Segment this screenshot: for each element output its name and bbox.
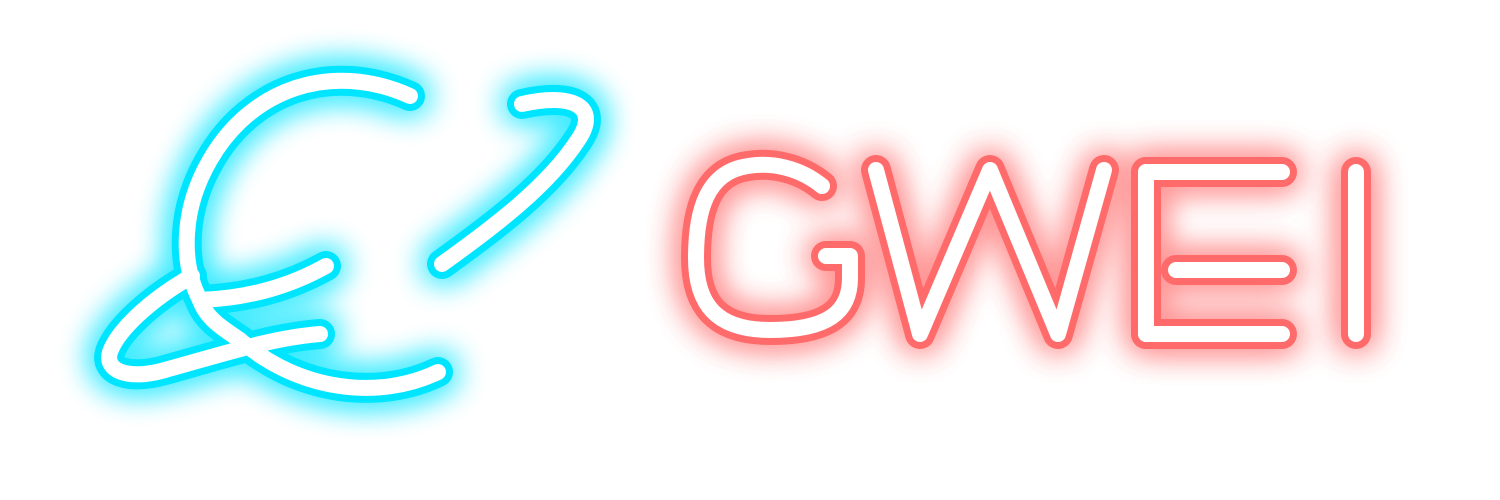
planet-emblem-icon [92, 63, 603, 405]
wordmark-gwei [679, 147, 1373, 351]
